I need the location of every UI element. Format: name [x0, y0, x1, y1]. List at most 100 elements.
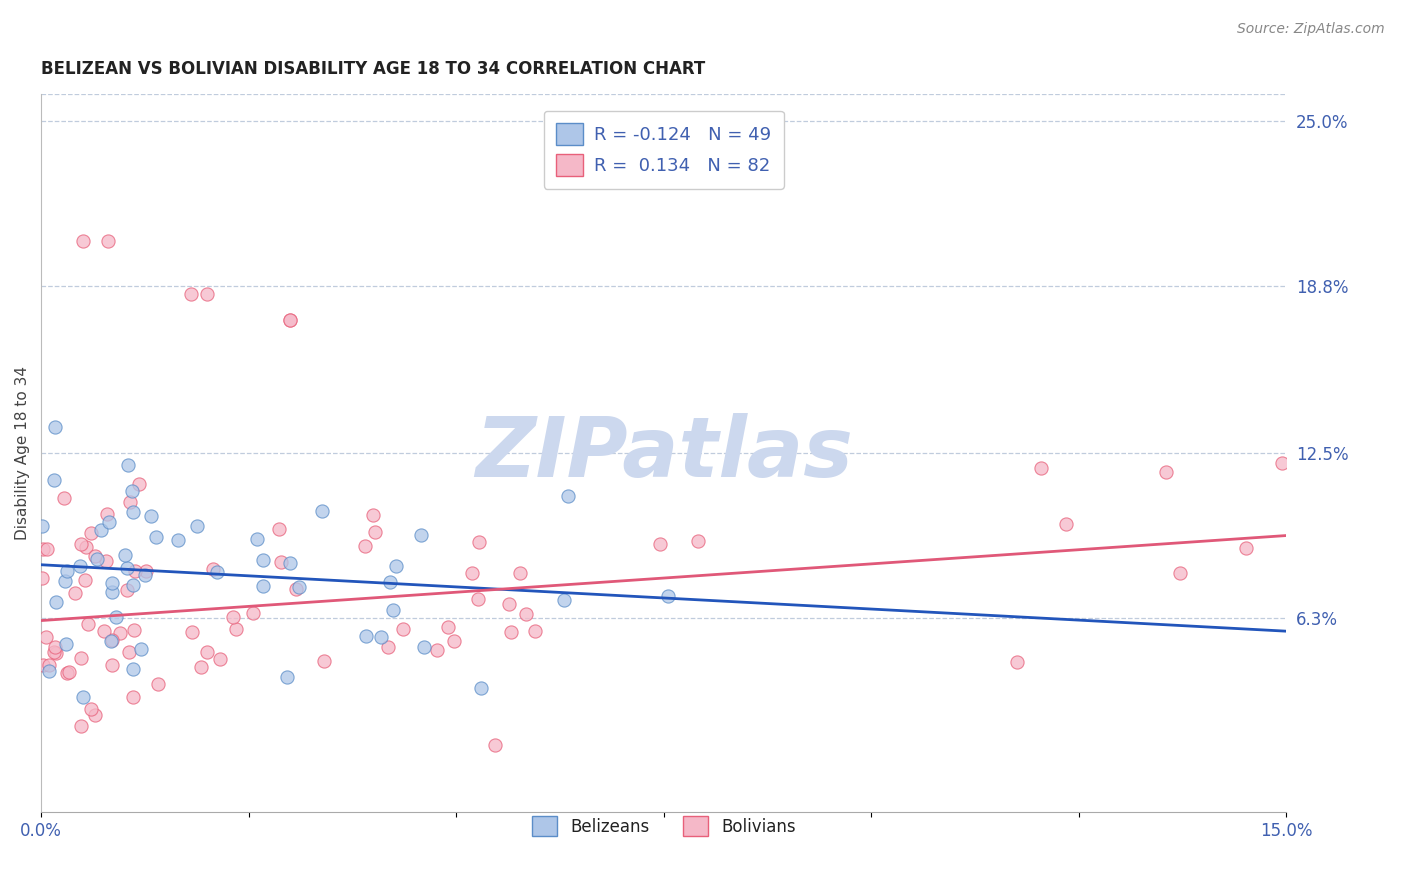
Point — [312, 654, 335, 668]
Point — [53, 574, 76, 589]
Point — [278, 313, 301, 327]
Point — [426, 643, 449, 657]
Point — [515, 607, 537, 621]
Point — [32, 541, 55, 556]
Point — [90, 523, 112, 537]
Legend: Belizeans, Bolivians: Belizeans, Bolivians — [526, 809, 803, 843]
Point — [363, 508, 385, 522]
Point — [190, 659, 212, 673]
Point — [370, 630, 392, 644]
Point — [1031, 461, 1053, 475]
Point — [202, 562, 225, 576]
Point — [166, 533, 188, 547]
Point — [115, 582, 138, 597]
Point — [44, 640, 66, 655]
Point — [31, 571, 53, 585]
Point — [288, 581, 311, 595]
Point — [207, 566, 229, 580]
Point — [75, 540, 97, 554]
Point — [114, 548, 136, 562]
Point — [70, 650, 93, 665]
Point — [96, 507, 118, 521]
Point — [242, 606, 264, 620]
Point — [1271, 456, 1294, 470]
Point — [118, 495, 141, 509]
Point — [84, 549, 107, 563]
Point — [100, 633, 122, 648]
Point — [225, 622, 247, 636]
Point — [364, 525, 387, 540]
Point — [1007, 655, 1029, 669]
Point — [58, 665, 80, 680]
Point — [498, 597, 520, 611]
Point — [686, 533, 709, 548]
Point — [134, 568, 156, 582]
Point — [470, 681, 492, 695]
Point — [385, 559, 408, 574]
Point — [44, 419, 66, 434]
Point — [100, 585, 122, 599]
Point — [195, 286, 218, 301]
Point — [509, 566, 531, 580]
Point — [45, 646, 67, 660]
Point — [269, 522, 291, 536]
Point — [392, 623, 415, 637]
Point — [122, 624, 145, 638]
Point — [1054, 517, 1077, 532]
Point — [378, 574, 401, 589]
Point — [1234, 541, 1257, 555]
Point — [108, 626, 131, 640]
Point — [353, 539, 375, 553]
Point — [38, 658, 60, 673]
Point — [252, 579, 274, 593]
Point — [124, 564, 146, 578]
Point — [246, 532, 269, 546]
Point — [141, 508, 163, 523]
Point — [115, 561, 138, 575]
Point — [55, 637, 77, 651]
Point — [122, 690, 145, 704]
Point — [118, 645, 141, 659]
Point — [377, 640, 399, 654]
Point — [285, 582, 308, 596]
Point — [96, 554, 118, 568]
Point — [461, 566, 484, 581]
Point — [35, 630, 58, 644]
Point — [436, 620, 458, 634]
Point — [31, 518, 53, 533]
Point — [70, 719, 93, 733]
Point — [1154, 466, 1177, 480]
Point — [93, 624, 115, 638]
Y-axis label: Disability Age 18 to 34: Disability Age 18 to 34 — [15, 366, 30, 541]
Point — [98, 515, 121, 529]
Point — [121, 578, 143, 592]
Point — [382, 603, 405, 617]
Point — [42, 645, 65, 659]
Point — [195, 645, 218, 659]
Point — [413, 640, 436, 654]
Point — [186, 518, 208, 533]
Point — [56, 564, 79, 578]
Point — [354, 629, 377, 643]
Point — [145, 530, 167, 544]
Text: ZIPatlas: ZIPatlas — [475, 413, 852, 493]
Point — [146, 676, 169, 690]
Point — [100, 657, 122, 672]
Point — [222, 609, 245, 624]
Point — [121, 483, 143, 498]
Point — [278, 313, 301, 327]
Point — [553, 593, 575, 607]
Point — [181, 625, 204, 640]
Point — [42, 473, 65, 487]
Point — [270, 556, 292, 570]
Point — [101, 633, 124, 648]
Point — [35, 541, 58, 556]
Point — [72, 234, 94, 248]
Point — [1168, 566, 1191, 580]
Text: Source: ZipAtlas.com: Source: ZipAtlas.com — [1237, 22, 1385, 37]
Point — [53, 491, 76, 505]
Point — [122, 505, 145, 519]
Point — [96, 234, 118, 248]
Point — [69, 536, 91, 550]
Point — [55, 665, 77, 680]
